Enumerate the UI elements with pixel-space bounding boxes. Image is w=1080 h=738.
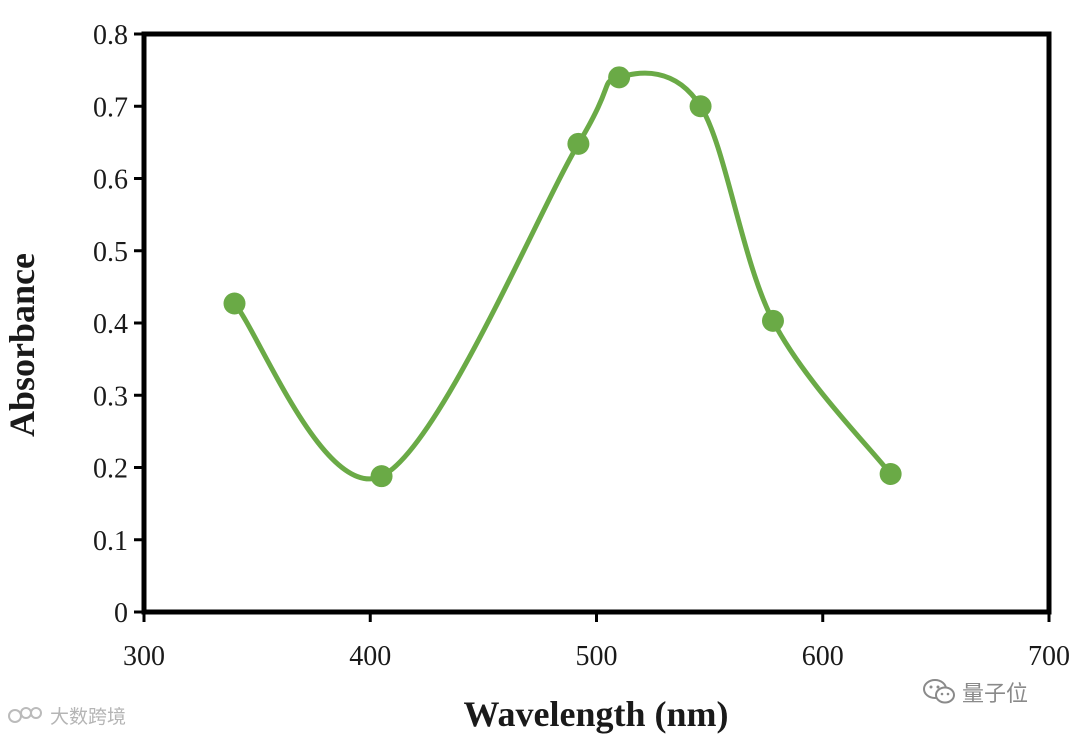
watermark-logo-icon xyxy=(8,706,42,723)
y-tick-label: 0.3 xyxy=(93,381,128,412)
x-tick-label: 600 xyxy=(802,641,844,672)
x-tick-label: 500 xyxy=(576,641,618,672)
data-point xyxy=(879,463,902,486)
wechat-icon xyxy=(923,679,955,704)
watermark-left-text: 大数跨境 xyxy=(50,706,127,728)
y-tick-label: 0.2 xyxy=(93,454,128,485)
y-tick-label: 0.5 xyxy=(93,237,128,268)
y-tick-label: 0 xyxy=(114,598,128,629)
y-tick-label: 0.6 xyxy=(93,165,128,196)
y-tick-label: 0.4 xyxy=(93,309,128,340)
watermark-right: 量子位 xyxy=(922,676,1028,708)
data-point xyxy=(761,309,784,332)
data-point xyxy=(223,292,246,315)
x-tick-label: 400 xyxy=(349,641,391,672)
y-tick-label: 0.1 xyxy=(93,526,128,557)
absorbance-curve xyxy=(232,70,894,482)
watermark-right-text: 量子位 xyxy=(962,682,1029,707)
plot-frame xyxy=(141,31,1052,615)
data-point xyxy=(689,95,712,118)
x-tick-label: 300 xyxy=(123,641,165,672)
y-axis-title: Absorbance xyxy=(2,253,42,437)
y-tick-label: 0.7 xyxy=(93,92,128,123)
tick-labels: 0 0.1 0.2 0.3 0.4 0.5 0.6 0.7 0.8 300 400 500 600 700 xyxy=(93,20,1070,672)
x-tick-label: 700 xyxy=(1028,641,1070,672)
watermark-left: 大数跨境 xyxy=(8,702,126,729)
y-tick-label: 0.8 xyxy=(93,20,128,51)
data-point xyxy=(370,465,393,488)
data-point xyxy=(608,66,631,89)
data-points xyxy=(223,66,902,488)
data-point xyxy=(567,132,590,155)
x-axis-title: Wavelength (nm) xyxy=(464,694,729,734)
